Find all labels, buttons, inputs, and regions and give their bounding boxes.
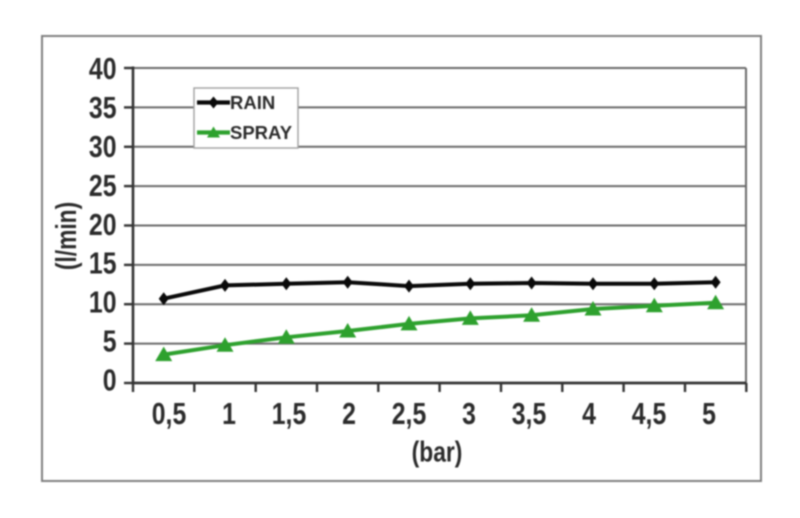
svg-text:3,5: 3,5 [512,396,546,430]
svg-text:15: 15 [89,246,117,280]
svg-text:4: 4 [582,396,596,430]
svg-text:RAIN: RAIN [230,92,275,113]
svg-text:10: 10 [89,285,117,319]
svg-text:5: 5 [702,396,716,430]
svg-text:1: 1 [222,396,236,430]
svg-text:40: 40 [89,51,117,85]
svg-text:5: 5 [103,324,117,358]
svg-text:25: 25 [89,168,117,202]
svg-text:2: 2 [342,396,356,430]
svg-text:20: 20 [89,207,117,241]
svg-text:SPRAY: SPRAY [230,122,293,143]
svg-text:4,5: 4,5 [632,396,666,430]
svg-text:0: 0 [103,363,117,397]
svg-text:30: 30 [89,129,117,163]
svg-text:2,5: 2,5 [392,396,426,430]
svg-text:1,5: 1,5 [272,396,306,430]
svg-text:35: 35 [89,90,117,124]
svg-text:0,5: 0,5 [152,396,186,430]
svg-text:(l/min): (l/min) [52,202,83,270]
svg-text:3: 3 [462,396,476,430]
svg-text:(bar): (bar) [412,437,463,468]
